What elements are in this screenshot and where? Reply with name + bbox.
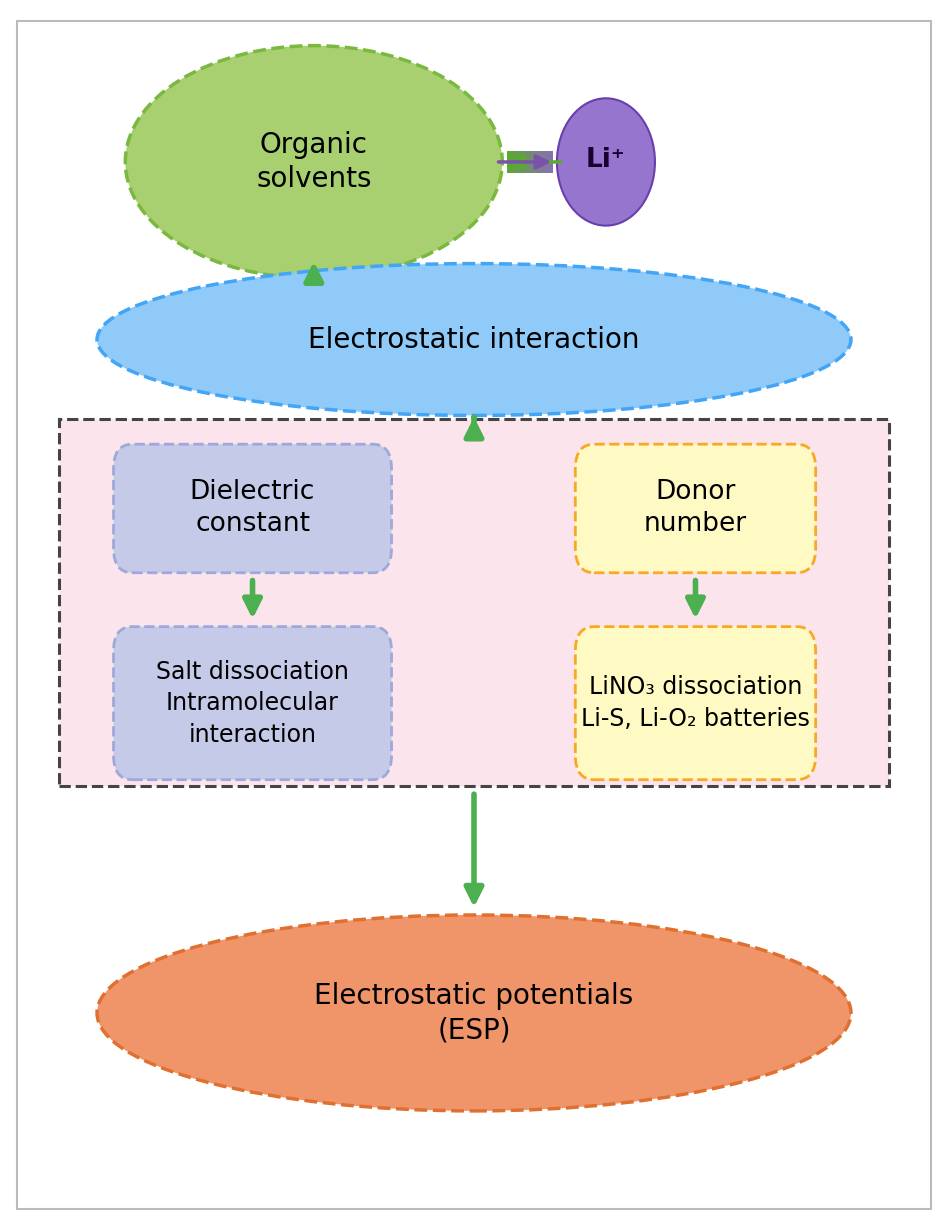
Bar <box>521 151 523 173</box>
Text: Salt dissociation
Intramolecular
interaction: Salt dissociation Intramolecular interac… <box>156 659 349 747</box>
Bar <box>520 151 521 173</box>
Ellipse shape <box>97 915 851 1111</box>
Bar <box>525 151 527 173</box>
Text: Li⁺: Li⁺ <box>586 146 626 172</box>
Bar <box>526 151 528 173</box>
Bar <box>537 151 538 173</box>
Text: Dielectric
constant: Dielectric constant <box>190 480 316 538</box>
Bar <box>549 151 551 173</box>
FancyBboxPatch shape <box>575 626 815 780</box>
Ellipse shape <box>97 263 851 416</box>
Bar <box>548 151 550 173</box>
FancyBboxPatch shape <box>114 626 392 780</box>
Bar <box>533 151 535 173</box>
Bar <box>539 151 542 173</box>
Bar <box>544 151 546 173</box>
Text: LiNO₃ dissociation
Li-S, Li-O₂ batteries: LiNO₃ dissociation Li-S, Li-O₂ batteries <box>581 675 810 731</box>
Bar <box>531 151 533 173</box>
Bar <box>507 151 509 173</box>
Text: Electrostatic potentials
(ESP): Electrostatic potentials (ESP) <box>315 982 633 1044</box>
Text: Organic
solvents: Organic solvents <box>256 130 372 193</box>
Bar <box>551 151 554 173</box>
FancyBboxPatch shape <box>60 419 888 786</box>
Bar <box>518 151 520 173</box>
Text: Donor
number: Donor number <box>644 480 747 538</box>
Bar <box>508 151 510 173</box>
FancyBboxPatch shape <box>114 444 392 573</box>
Circle shape <box>556 98 655 225</box>
Text: Electrostatic interaction: Electrostatic interaction <box>308 326 640 353</box>
Bar <box>515 151 517 173</box>
Ellipse shape <box>125 46 502 278</box>
Bar <box>519 151 520 173</box>
Bar <box>528 151 531 173</box>
Bar <box>536 151 538 173</box>
Bar <box>538 151 540 173</box>
Bar <box>513 151 515 173</box>
FancyBboxPatch shape <box>575 444 815 573</box>
Bar <box>550 151 552 173</box>
Bar <box>522 151 525 173</box>
Bar <box>534 151 537 173</box>
Bar <box>520 151 522 173</box>
Bar <box>524 151 526 173</box>
Bar <box>532 151 534 173</box>
Bar <box>512 151 514 173</box>
Bar <box>547 151 549 173</box>
Bar <box>514 151 516 173</box>
Bar <box>543 151 545 173</box>
Bar <box>527 151 529 173</box>
Bar <box>541 151 543 173</box>
Bar <box>530 151 532 173</box>
Bar <box>538 151 539 173</box>
Bar <box>509 151 511 173</box>
Bar <box>542 151 544 173</box>
Bar <box>510 151 513 173</box>
Bar <box>516 151 519 173</box>
Bar <box>545 151 548 173</box>
